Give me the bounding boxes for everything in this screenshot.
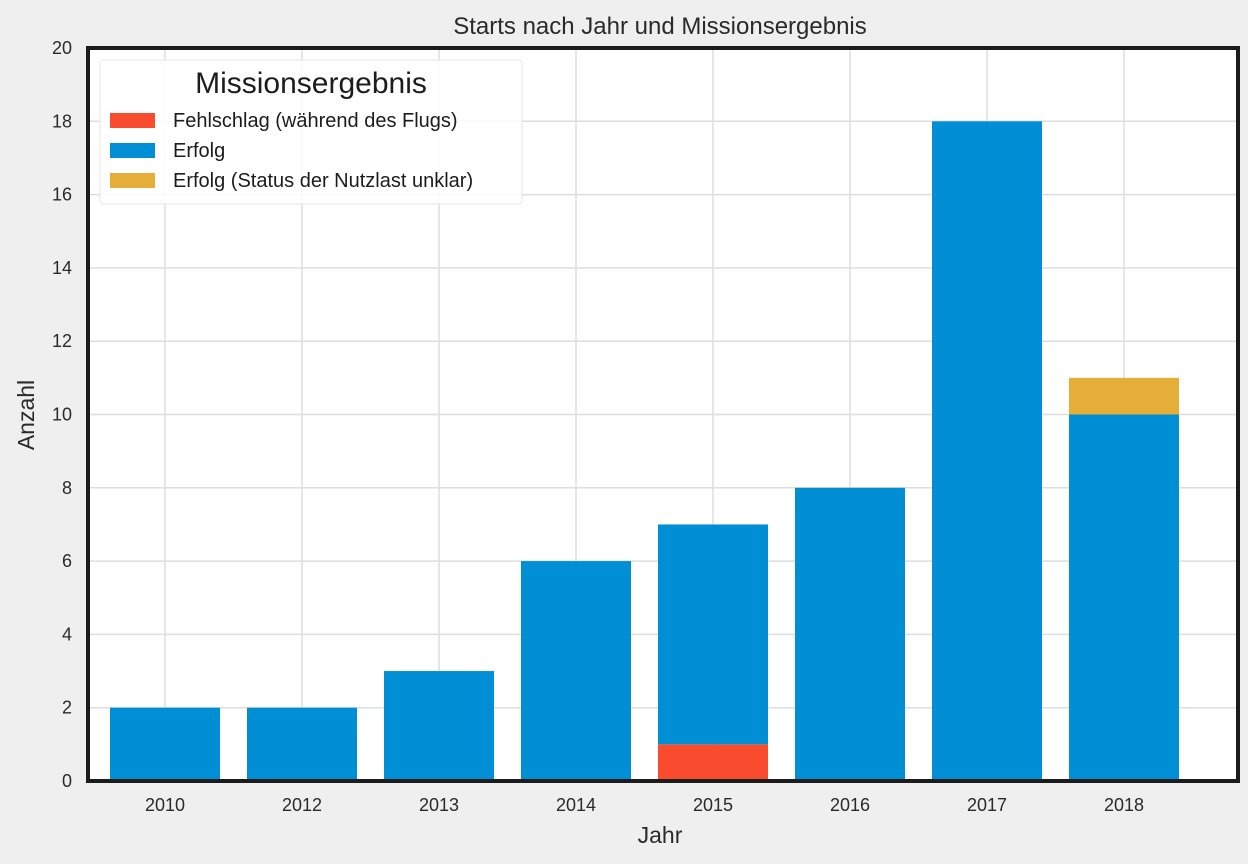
y-tick-label: 16 [52,185,72,205]
bar-2016-erfolg [795,487,905,781]
bar-2013-erfolg [384,671,494,781]
y-tick-label: 2 [62,698,72,718]
legend-swatch [110,113,155,128]
bar-2015-erfolg [658,524,768,745]
y-tick-label: 4 [62,624,72,644]
x-tick-label: 2018 [1104,795,1144,815]
y-axis: 0 2 4 6 8 10 12 14 16 18 20 [52,38,72,791]
bar-2010-erfolg [110,707,220,781]
bar-2014-erfolg [521,561,631,781]
legend-label: Erfolg [173,140,225,162]
bar-2017-erfolg [932,121,1042,782]
y-tick-label: 10 [52,405,72,425]
y-tick-label: 12 [52,331,72,351]
x-axis: 2010 2012 2013 2014 2015 2016 2017 2018 [145,795,1144,815]
legend-swatch [110,143,155,158]
bar-2012-erfolg [247,707,357,781]
x-tick-label: 2016 [830,795,870,815]
bar-2018-erfolg [1069,414,1179,781]
legend-items: Fehlschlag (während des Flugs) Erfolg Erfo… [110,110,473,192]
y-tick-label: 14 [52,258,72,278]
y-tick-label: 0 [62,771,72,791]
legend-title: Missionsergebnis [195,67,427,100]
x-tick-label: 2014 [556,795,596,815]
x-tick-label: 2013 [419,795,459,815]
legend-label: Erfolg (Status der Nutzlast unklar) [173,170,473,192]
y-axis-title: Anzahl [13,380,39,450]
bars [110,121,1179,782]
legend-swatch [110,173,155,188]
x-axis-title: Jahr [638,822,683,848]
x-tick-label: 2010 [145,795,185,815]
y-tick-label: 18 [52,111,72,131]
x-tick-label: 2012 [282,795,322,815]
bar-2018-erfolg-status-der-nutzlast-unklar [1069,377,1179,415]
chart-title: Starts nach Jahr und Missionsergebnis [453,13,867,40]
legend: Missionsergebnis Fehlschlag (während des… [99,59,523,205]
legend-box [99,59,523,205]
bar-2015-fehlschlag-w-hrend-des-flugs [658,744,768,781]
x-tick-label: 2017 [967,795,1007,815]
y-tick-label: 20 [52,38,72,58]
y-tick-label: 6 [62,551,72,571]
x-tick-label: 2015 [693,795,733,815]
y-tick-label: 8 [62,478,72,498]
legend-label: Fehlschlag (während des Flugs) [173,110,458,132]
plot-frame [86,46,1240,783]
